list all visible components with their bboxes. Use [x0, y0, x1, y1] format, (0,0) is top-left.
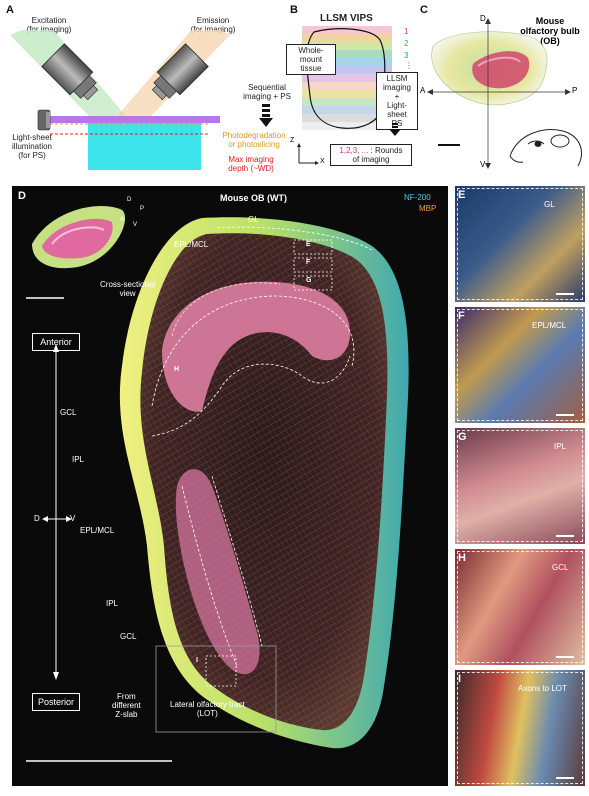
microscope-diagram: [10, 30, 230, 170]
inset-i: [455, 670, 585, 786]
panel-d-title: Mouse OB (WT): [220, 193, 287, 203]
inset-e-label: GL: [544, 200, 555, 209]
ob-section-image: [26, 206, 409, 762]
ob-3d-render: [427, 18, 582, 169]
axis-a-c: A: [420, 86, 426, 95]
layer-gl: GL: [248, 215, 259, 224]
panel-d-letter: D: [18, 190, 26, 202]
roi-e-box: [293, 239, 333, 255]
inset-f-letter: F: [458, 310, 465, 322]
inset-h: [455, 549, 585, 665]
photodeg-label: Photodegradation or photoslicing: [222, 131, 286, 149]
llsm-vips-title: LLSM VIPS: [320, 13, 373, 24]
roi-e-label: E: [306, 241, 311, 248]
mouse-head-icon: [509, 129, 582, 167]
axis-p-c: P: [572, 86, 578, 95]
inset-h-letter: H: [458, 552, 466, 564]
lightsheet-beam: [50, 116, 220, 123]
inset-i-border: [457, 672, 583, 784]
mini-axis-a: A: [120, 217, 125, 223]
cross-sectional-label: Cross-sectional view: [100, 280, 156, 298]
from-slab-label: From different Z-slab: [112, 692, 141, 719]
roi-i-box: [205, 655, 237, 687]
sequential-label: Sequential imaging + PS: [243, 83, 291, 101]
axis-z: Z: [290, 137, 295, 144]
llsm-arrow-icon: [389, 123, 401, 136]
lightsheet-label: Light-sheet illumination (for PS): [11, 133, 53, 160]
inset-f: [455, 307, 585, 423]
inset-i-letter: I: [458, 673, 462, 685]
axis-x: X: [320, 158, 325, 165]
layer-ipl-left: IPL: [72, 455, 85, 464]
panel-c-letter: C: [420, 4, 428, 16]
roi-f-box: [293, 257, 333, 273]
inset-h-label: GCL: [552, 563, 569, 572]
llsm-vips-diagram: [302, 26, 392, 130]
ob-mini-3d: [32, 206, 126, 269]
inset-g-border: [457, 430, 583, 542]
sequential-arrow-icon: [259, 104, 273, 127]
lot-region-box: [155, 645, 277, 733]
round-1: 1: [404, 27, 409, 36]
mini-axis-d: D: [127, 197, 132, 203]
inset-h-scalebar: [556, 656, 574, 658]
sample-block: [88, 120, 201, 170]
axis-d-c: D: [480, 14, 486, 23]
zx-axis-icon: [297, 143, 319, 165]
inset-g-letter: G: [458, 431, 467, 443]
round-3: 3: [404, 51, 409, 60]
emission-objective: [151, 43, 209, 101]
roi-g-label: G: [306, 277, 312, 284]
dv-d: D: [34, 514, 40, 523]
inset-i-label: Axons to LOT: [518, 684, 567, 693]
gcl-lower: [175, 469, 260, 675]
mini-axis-p: P: [140, 206, 145, 212]
roi-g-box: [293, 275, 333, 291]
ob-title: Mouse olfactory bulb (OB): [520, 16, 580, 46]
inset-i-scalebar: [556, 777, 574, 779]
round-2: 2: [404, 39, 409, 48]
inset-g: [455, 428, 585, 544]
posterior-box: Posterior: [32, 693, 80, 711]
lightsheet-lens: [37, 109, 51, 131]
maxdepth-label: Max imaging depth (~WD): [228, 155, 274, 173]
inset-e-letter: E: [458, 189, 466, 201]
lot-label: Lateral olfactory tract (LOT): [170, 700, 245, 718]
llsm-box: LLSM imaging + Light-sheet PS: [376, 72, 418, 130]
rounds-legend: 1,2,3, ... : Rounds of imaging: [330, 144, 412, 166]
layer-gcl-left: GCL: [60, 408, 77, 417]
inset-f-label: EPL/MCL: [532, 321, 567, 330]
panel-a-letter: A: [6, 4, 14, 16]
roi-h-label: H: [174, 366, 180, 373]
layer-epl-mcl-mid: EPL/MCL: [80, 526, 115, 535]
mbp-legend: MBP: [419, 204, 437, 213]
rounds-legend-nums: 1,2,3, ...: [339, 146, 369, 155]
layer-epl-mcl-top: EPL/MCL: [174, 240, 209, 249]
round-more: ⋮: [405, 61, 413, 70]
panel-b-letter: B: [290, 4, 298, 16]
anterior-box: Anterior: [32, 333, 80, 351]
roi-i-label: I: [196, 657, 198, 664]
roi-f-label: F: [306, 259, 311, 266]
excitation-objective: [41, 43, 99, 101]
inset-g-scalebar: [556, 535, 574, 537]
wholemount-box: Whole-mount tissue: [286, 44, 336, 75]
inset-h-border: [457, 551, 583, 663]
mini-axis-v: V: [133, 222, 138, 228]
axis-v-c: V: [480, 160, 486, 169]
tissue-outline: [306, 28, 386, 129]
inset-e-border: [457, 188, 583, 300]
layer-ipl-low: IPL: [106, 599, 119, 608]
inset-e: [455, 186, 585, 302]
nf200-legend: NF-200: [404, 193, 431, 202]
layer-gcl-low: GCL: [120, 632, 137, 641]
inset-g-label: IPL: [554, 442, 567, 451]
inset-e-scalebar: [556, 293, 574, 295]
inset-f-border: [457, 309, 583, 421]
dv-v: V: [70, 514, 76, 523]
inset-f-scalebar: [556, 414, 574, 416]
